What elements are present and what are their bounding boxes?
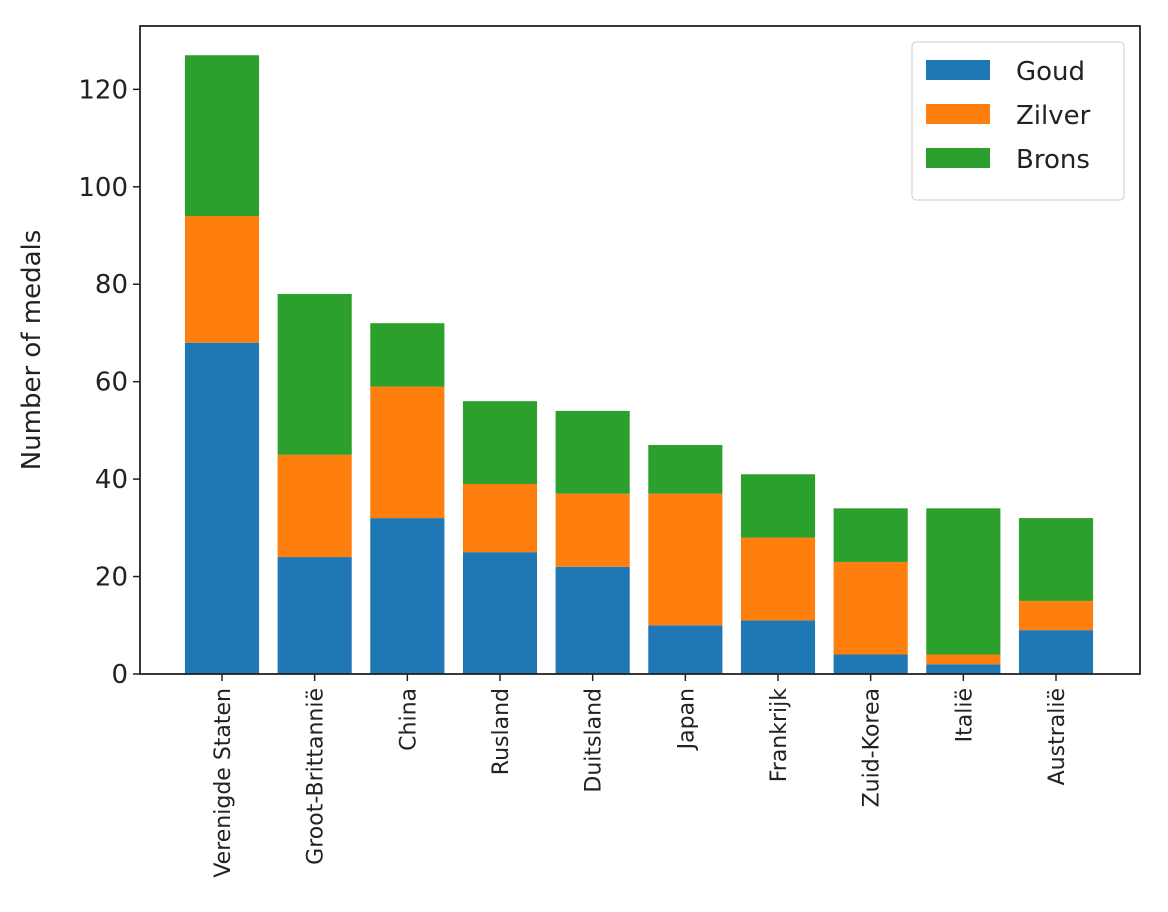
bar-segment [370,518,445,674]
bar-segment [833,654,908,674]
y-tick-label: 0 [111,660,128,690]
bar-segment [740,620,816,674]
bar-segment [648,445,723,494]
x-tick-label: Italië [952,688,977,742]
bar-segment [277,557,352,674]
x-tick-label: Australië [1045,688,1070,785]
y-tick-label: 20 [95,563,128,593]
bar-segment [1018,518,1094,601]
bar-segment [926,654,1001,665]
bar-segment [1018,600,1094,631]
bar-segment [555,410,630,494]
y-tick-label: 40 [95,465,128,495]
x-tick-label: Groot-Brittannië [304,688,329,865]
legend-swatch [926,60,990,80]
x-tick-label: Verenigde Staten [211,688,236,878]
bar-segment [740,474,816,538]
bar-segment [740,537,816,621]
bar-segment [277,293,352,455]
bar-segment [648,493,723,626]
x-tick-label: Duitsland [582,688,607,793]
bar-segment [833,508,908,562]
bar-segment [462,552,538,674]
legend-swatch [926,104,990,124]
bar-segment [277,454,352,558]
x-tick-label: China [396,688,421,751]
bar-segment [555,566,630,674]
bar-segment [370,323,445,387]
bar-segment [926,508,1001,655]
bar-segment [184,342,260,674]
x-tick-label: Japan [674,688,699,751]
bar-segment [833,561,908,655]
legend-label: Zilver [1016,101,1091,131]
bar-segment [926,664,1001,674]
y-tick-label: 120 [78,75,128,105]
x-tick-label: Rusland [489,688,514,775]
x-tick-label: Frankrijk [767,688,792,783]
legend-label: Goud [1016,57,1085,87]
y-tick-label: 60 [95,368,128,398]
y-tick-label: 80 [95,270,128,300]
bar-segment [370,386,445,519]
legend-label: Brons [1016,145,1090,175]
legend-swatch [926,148,990,168]
bar-segment [555,493,630,567]
plot-frame [139,25,1141,675]
bar-segment [1018,630,1094,674]
y-tick-label: 100 [78,173,128,203]
bar-segment [648,625,723,674]
x-tick-label: Zuid-Korea [860,688,885,807]
bar-segment [462,401,538,484]
bar-segment [184,216,260,343]
bar-segment [462,483,538,553]
y-axis-label: Number of medals [17,230,47,471]
bar-segment [184,55,260,217]
